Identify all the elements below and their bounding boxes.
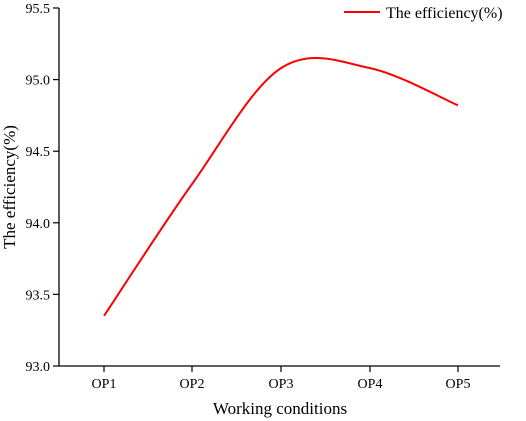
x-tick-label: OP1 bbox=[92, 377, 117, 392]
x-axis-ticks: OP1 OP2 OP3 OP4 OP5 bbox=[92, 366, 471, 392]
y-tick-label: 95.0 bbox=[26, 74, 51, 89]
y-axis-ticks: 93.0 93.5 94.0 94.5 95.0 95.5 bbox=[26, 2, 59, 375]
legend: The efficiency(%) bbox=[344, 5, 503, 22]
x-tick-label: OP3 bbox=[269, 377, 294, 392]
y-tick-label: 95.5 bbox=[26, 2, 51, 17]
y-axis-title: The efficiency(%) bbox=[0, 125, 19, 249]
x-tick-label: OP4 bbox=[358, 377, 383, 392]
series-group bbox=[103, 57, 459, 317]
efficiency-series-line bbox=[103, 57, 459, 317]
x-axis-title: Working conditions bbox=[213, 399, 347, 418]
y-tick-label: 94.0 bbox=[26, 217, 51, 232]
x-tick-label: OP2 bbox=[180, 377, 205, 392]
legend-label: The efficiency(%) bbox=[386, 5, 503, 22]
y-tick-label: 93.5 bbox=[26, 288, 51, 303]
x-tick-label: OP5 bbox=[446, 377, 471, 392]
y-tick-label: 94.5 bbox=[26, 145, 51, 160]
y-tick-label: 93.0 bbox=[26, 360, 51, 375]
